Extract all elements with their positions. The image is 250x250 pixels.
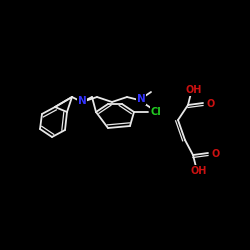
Text: Cl: Cl bbox=[150, 107, 162, 117]
Text: OH: OH bbox=[186, 85, 202, 95]
Text: N: N bbox=[136, 94, 145, 104]
Text: O: O bbox=[207, 99, 215, 109]
Text: OH: OH bbox=[191, 166, 207, 176]
Text: O: O bbox=[212, 149, 220, 159]
Text: N: N bbox=[78, 96, 86, 106]
